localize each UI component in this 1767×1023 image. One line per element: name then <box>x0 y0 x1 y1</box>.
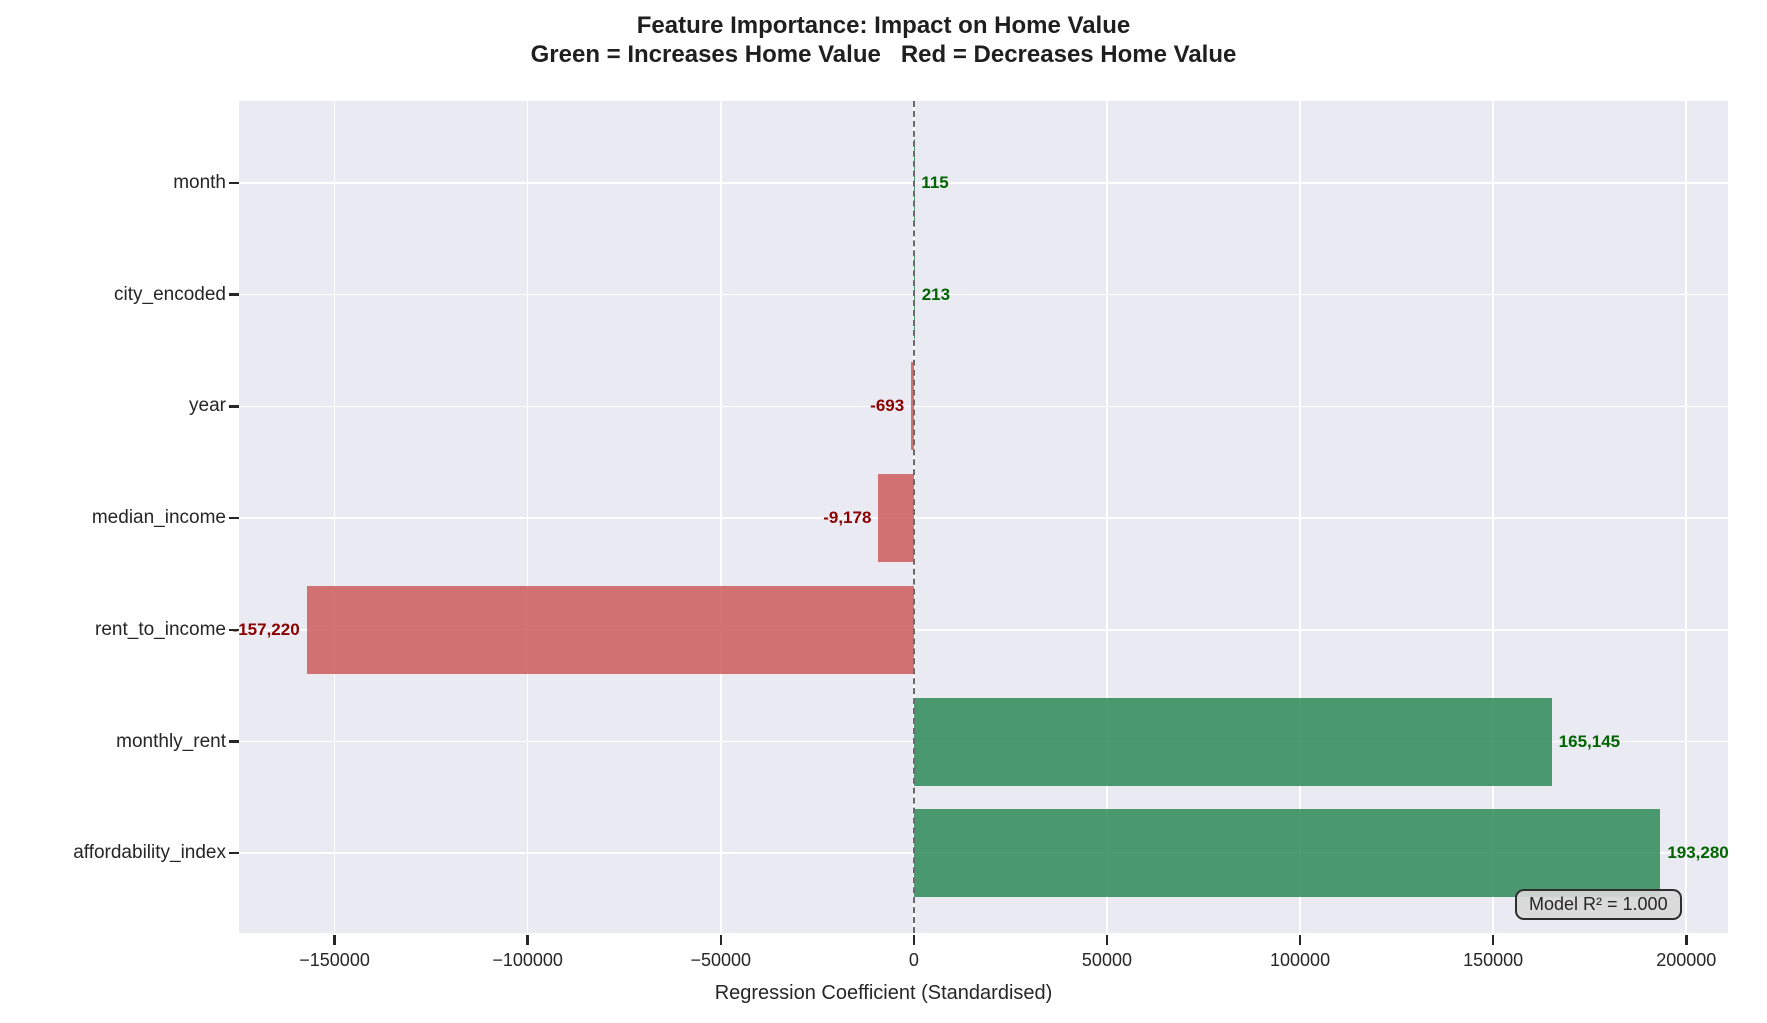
zero-reference-line <box>912 101 915 933</box>
y-tick-mark <box>229 516 239 520</box>
gridline-vertical <box>333 101 336 933</box>
gridline-vertical <box>1685 101 1688 933</box>
x-tick-mark <box>1105 935 1109 945</box>
bar-year <box>911 362 914 451</box>
bar-value-label-median_income: -9,178 <box>823 508 872 528</box>
x-tick-mark <box>1685 935 1688 945</box>
y-tick-mark <box>229 740 239 743</box>
x-tick-label: −100000 <box>492 950 563 970</box>
gridline-horizontal <box>239 517 1728 519</box>
x-tick-mark <box>719 935 723 945</box>
y-tick-mark <box>229 405 239 408</box>
gridline-vertical <box>526 101 529 933</box>
chart-title-line2: Green = Increases Home Value Red = Decre… <box>530 41 1237 68</box>
gridline-horizontal <box>239 182 1728 184</box>
x-tick-mark <box>1491 935 1495 945</box>
y-tick-label-monthly_rent: monthly_rent <box>116 730 226 752</box>
chart-title-line1: Feature Importance: Impact on Home Value <box>636 12 1131 39</box>
bar-affordability_index <box>913 809 1661 898</box>
x-tick-label: 100000 <box>1270 950 1331 970</box>
x-tick-label: 50000 <box>1081 950 1132 970</box>
bar-value-label-month: 115 <box>921 173 949 192</box>
bar-value-label-rent_to_income: -157,220 <box>232 619 300 639</box>
x-axis-label: Regression Coefficient (Standardised) <box>714 982 1053 1004</box>
bar-median_income <box>878 474 914 563</box>
gridline-horizontal <box>239 405 1728 408</box>
gridline-horizontal <box>239 629 1728 631</box>
gridline-vertical <box>719 101 722 933</box>
y-tick-label-month: month <box>173 172 226 193</box>
gridline-horizontal <box>239 293 1728 296</box>
y-tick-label-affordability_index: affordability_index <box>73 842 226 864</box>
x-tick-mark <box>526 935 529 945</box>
plot-area: 115 213 -693 -9,178 -157,220 165,145 193,280 <box>233 101 1729 933</box>
y-tick-mark <box>229 851 239 855</box>
y-tick-label-rent_to_income: rent_to_income <box>95 618 226 640</box>
bar-value-label-monthly_rent: 165,145 <box>1558 731 1621 751</box>
x-tick-label: 200000 <box>1656 950 1717 970</box>
gridline-vertical <box>1492 101 1494 933</box>
bar-value-label-year: -693 <box>870 396 905 416</box>
y-tick-label-year: year <box>189 395 226 417</box>
gridline-vertical <box>1106 101 1108 933</box>
x-tick-label: 0 <box>908 950 919 970</box>
y-tick-mark <box>229 628 239 632</box>
bar-value-label-affordability_index: 193,280 <box>1667 843 1729 863</box>
x-tick-mark <box>1298 935 1302 945</box>
bar-monthly_rent <box>913 697 1552 786</box>
bar-rent_to_income <box>306 585 914 674</box>
gridline-vertical <box>1299 101 1301 933</box>
bar-value-label-city_encoded: 213 <box>921 284 951 304</box>
chart-title: Feature Importance: Impact on Home Value… <box>0 11 1767 69</box>
y-tick-label-city_encoded: city_encoded <box>114 283 226 305</box>
x-tick-label: −150000 <box>299 950 370 970</box>
y-tick-mark <box>229 181 239 185</box>
model-r2-badge: Model R² = 1.000 <box>1515 889 1682 920</box>
x-tick-label: −50000 <box>690 950 752 970</box>
x-tick-label: 150000 <box>1463 950 1524 970</box>
x-tick-mark <box>912 935 916 945</box>
y-tick-mark <box>229 293 239 296</box>
y-tick-label-median_income: median_income <box>91 507 226 529</box>
x-tick-mark <box>333 935 336 945</box>
